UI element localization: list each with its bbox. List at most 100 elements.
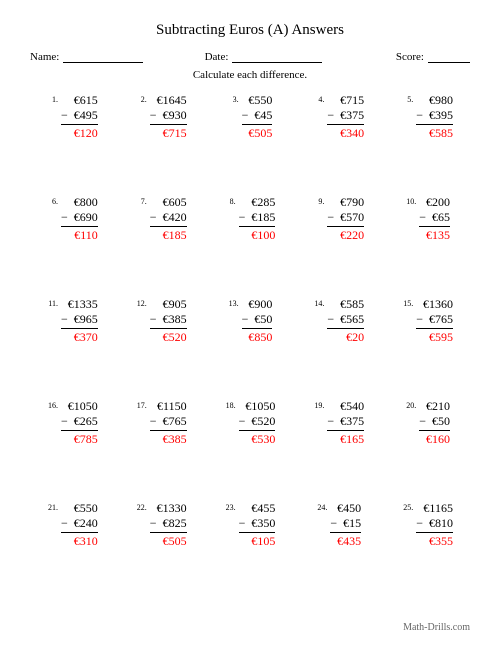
subtrahend-row: −€375 [327,414,364,431]
subtrahend-row: −€185 [239,210,276,227]
difference: €530 [239,431,276,447]
problem-stack: €550−€240€310 [61,501,98,549]
subtrahend-row: −€385 [150,312,187,329]
problem-stack: €285−€185€100 [239,195,276,243]
minus-sign: − [327,312,340,327]
subtrahend-row: −€570 [327,210,364,227]
minuend: €585 [327,297,364,312]
subtrahend: €765 [429,312,453,327]
minuend: €715 [327,93,364,108]
minuend: €1360 [416,297,453,312]
minuend: €455 [239,501,276,516]
problem-number: 19. [313,399,327,410]
problem: 14.€585−€565€20 [296,297,381,399]
problem: 2.€1645−€930€715 [119,93,204,195]
problem: 6.€800−€690€110 [30,195,115,297]
minuend: €540 [327,399,364,414]
problem-number: 2. [136,93,150,104]
minuend: €285 [239,195,276,210]
minuend: €790 [327,195,364,210]
date-label: Date: [205,51,229,63]
subtrahend-row: −€50 [242,312,273,329]
minus-sign: − [150,108,163,123]
difference: €435 [330,533,361,549]
problem-number: 25. [402,501,416,512]
minus-sign: − [150,414,163,429]
score-line [428,53,470,63]
problem-number: 22. [136,501,150,512]
problem: 21.€550−€240€310 [30,501,115,603]
problem: 8.€285−€185€100 [208,195,293,297]
difference: €100 [239,227,276,243]
subtrahend-row: −€765 [150,414,187,431]
minuend: €450 [330,501,361,516]
problem-stack: €1050−€265€785 [61,399,98,447]
problem-stack: €585−€565€20 [327,297,364,345]
difference: €165 [327,431,364,447]
footer: Math-Drills.com [403,622,470,633]
minuend: €200 [419,195,450,210]
problem-stack: €1335−€965€370 [61,297,98,345]
minus-sign: − [239,516,252,531]
difference: €105 [239,533,276,549]
minuend: €1645 [150,93,187,108]
subtrahend: €930 [163,108,187,123]
minuend: €550 [61,501,98,516]
minus-sign: − [242,312,255,327]
problem: 5.€980−€395€585 [385,93,470,195]
problem-stack: €210−€50€160 [419,399,450,447]
subtrahend: €520 [251,414,275,429]
problem-stack: €800−€690€110 [61,195,98,243]
problem: 22.€1330−€825€505 [119,501,204,603]
subtrahend-row: −€65 [419,210,450,227]
minus-sign: − [239,414,252,429]
problem: 18.€1050−€520€530 [208,399,293,501]
subtrahend: €965 [74,312,98,327]
name-field: Name: [30,51,199,63]
problem-number: 4. [313,93,327,104]
problem: 3.€550−€45€505 [208,93,293,195]
minus-sign: − [150,516,163,531]
minus-sign: − [239,210,252,225]
subtrahend: €50 [254,312,272,327]
subtrahend-row: −€50 [419,414,450,431]
score-label: Score: [396,51,424,63]
problem-number: 23. [225,501,239,512]
subtrahend: €50 [432,414,450,429]
subtrahend: €385 [163,312,187,327]
problem-number: 12. [136,297,150,308]
minuend: €1150 [150,399,187,414]
problem: 24.€450−€15€435 [296,501,381,603]
minus-sign: − [330,516,343,531]
subtrahend-row: −€350 [239,516,276,533]
difference: €160 [419,431,450,447]
minuend: €980 [416,93,453,108]
problem-number: 11. [47,297,61,308]
subtrahend: €495 [74,108,98,123]
problem-number: 15. [402,297,416,308]
minuend: €615 [61,93,98,108]
subtrahend: €765 [163,414,187,429]
subtrahend: €420 [163,210,187,225]
minuend: €900 [242,297,273,312]
problem: 25.€1165−€810€355 [385,501,470,603]
minus-sign: − [242,108,255,123]
problem-stack: €455−€350€105 [239,501,276,549]
subtrahend-row: −€45 [242,108,273,125]
problem-number: 17. [136,399,150,410]
problem-number: 13. [228,297,242,308]
name-line [63,53,143,63]
problem: 10.€200−€65€135 [385,195,470,297]
problem-stack: €550−€45€505 [242,93,273,141]
subtrahend: €240 [74,516,98,531]
problem-number: 5. [402,93,416,104]
problem-stack: €450−€15€435 [330,501,361,549]
minus-sign: − [61,312,74,327]
problem: 16.€1050−€265€785 [30,399,115,501]
difference: €585 [416,125,453,141]
subtrahend: €570 [340,210,364,225]
subtrahend-row: −€930 [150,108,187,125]
problem-grid: 1.€615−€495€1202.€1645−€930€7153.€550−€4… [30,93,470,603]
minuend: €1335 [61,297,98,312]
minus-sign: − [327,414,340,429]
